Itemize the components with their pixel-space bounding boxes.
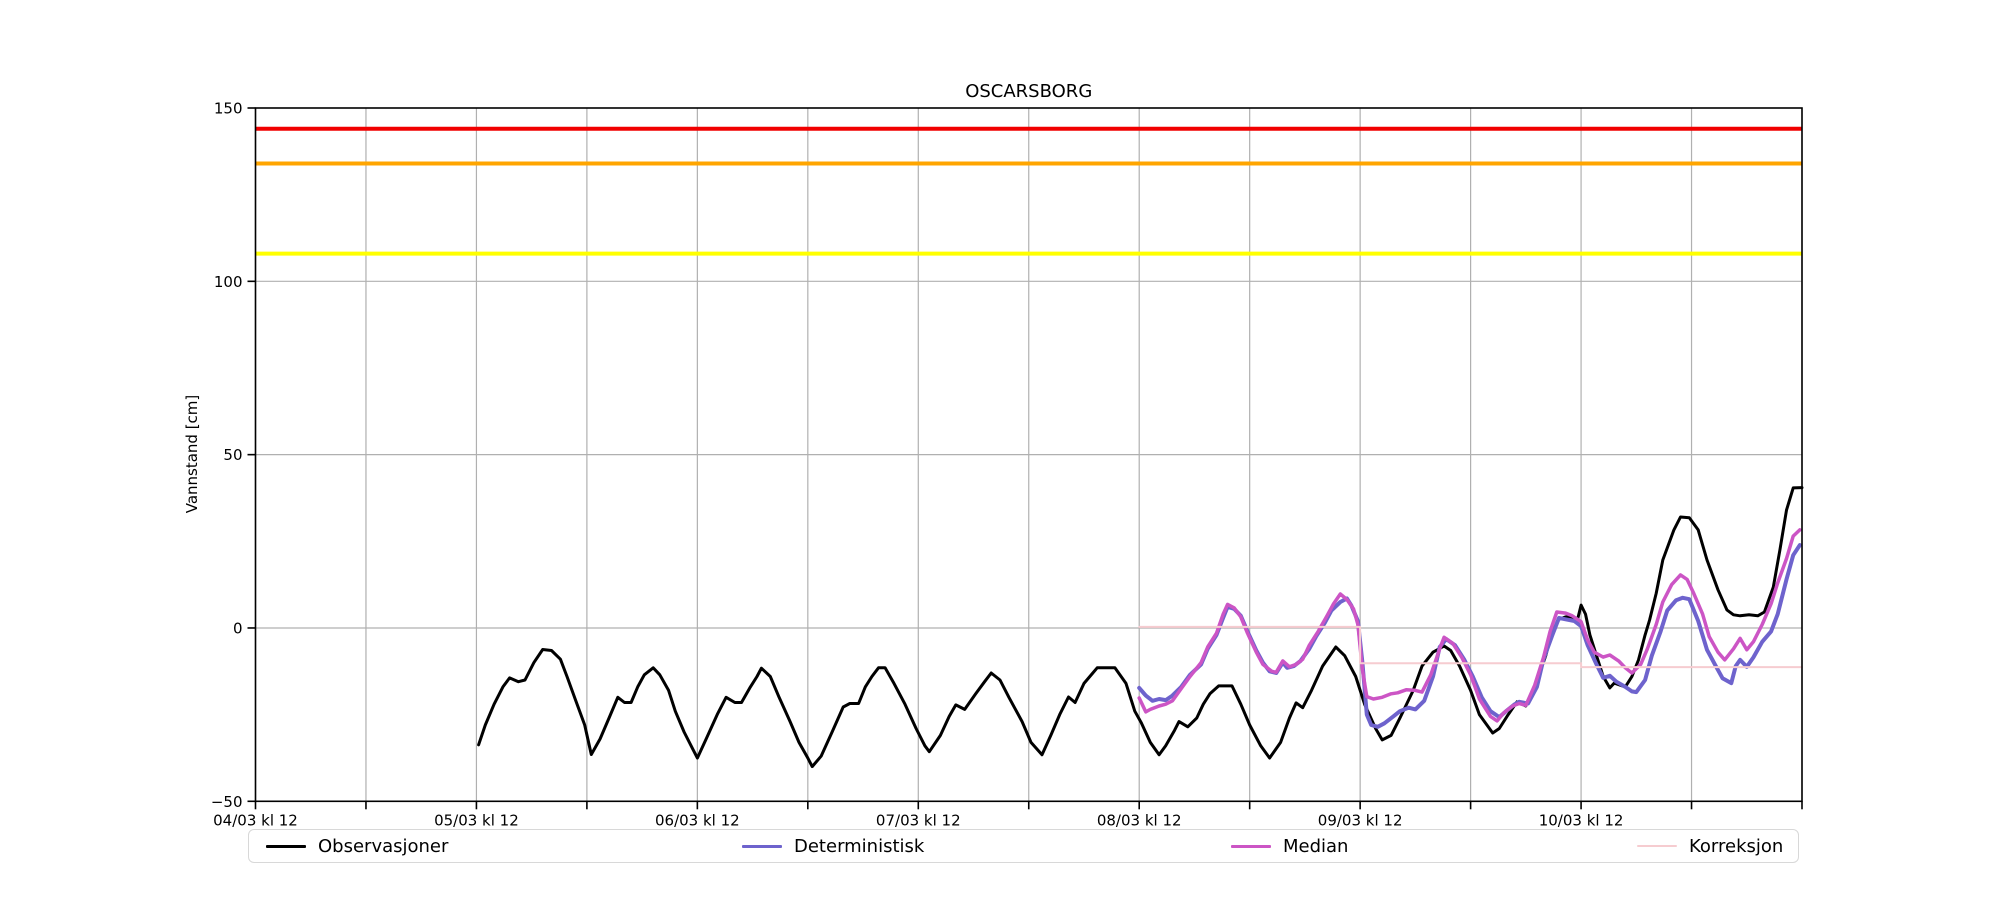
grid-layer	[254, 108, 1803, 802]
legend-label: Observasjoner	[318, 835, 449, 857]
y-tick-label: 0	[233, 619, 243, 637]
y-axis-label: Vannstand [cm]	[183, 395, 201, 514]
legend-item-korreksjon: Korreksjon	[1637, 830, 1783, 862]
x-tick-label: 04/03 kl 12	[213, 811, 298, 829]
legend-label: Median	[1283, 835, 1349, 857]
x-tick-label: 07/03 kl 12	[876, 811, 961, 829]
x-tick-label: 08/03 kl 12	[1097, 811, 1182, 829]
legend: Observasjoner Deterministisk Median Korr…	[248, 829, 1799, 863]
x-tick-label: 05/03 kl 12	[434, 811, 519, 829]
observasjoner-line-swatch	[266, 844, 306, 848]
x-tick-label: 10/03 kl 12	[1539, 811, 1624, 829]
korreksjon-line-swatch	[1637, 845, 1677, 847]
legend-item-observasjoner: Observasjoner	[266, 830, 448, 862]
y-tick-label: 100	[214, 273, 243, 291]
legend-label: Deterministisk	[794, 835, 925, 857]
series-korreksjon	[1138, 625, 1803, 669]
median-line-swatch	[1231, 844, 1271, 848]
y-tick-label: 150	[214, 100, 243, 118]
series-median	[1137, 528, 1802, 723]
legend-label: Korreksjon	[1689, 835, 1784, 857]
x-tick-label: 09/03 kl 12	[1318, 811, 1403, 829]
threshold-layer	[255, 126, 1802, 256]
legend-item-deterministisk: Deterministisk	[742, 830, 924, 862]
x-tick-label: 06/03 kl 12	[655, 811, 740, 829]
legend-item-median: Median	[1231, 830, 1348, 862]
series-layer	[477, 486, 1804, 769]
y-tick-label: 50	[223, 446, 242, 464]
deterministisk-line-swatch	[742, 844, 782, 848]
chart-title: OSCARSBORG	[965, 81, 1092, 102]
tick-layer: 04/03 kl 12 05/03 kl 12 06/03 kl 12 07/03 k…	[211, 100, 1803, 829]
y-tick-label: −50	[211, 793, 243, 811]
